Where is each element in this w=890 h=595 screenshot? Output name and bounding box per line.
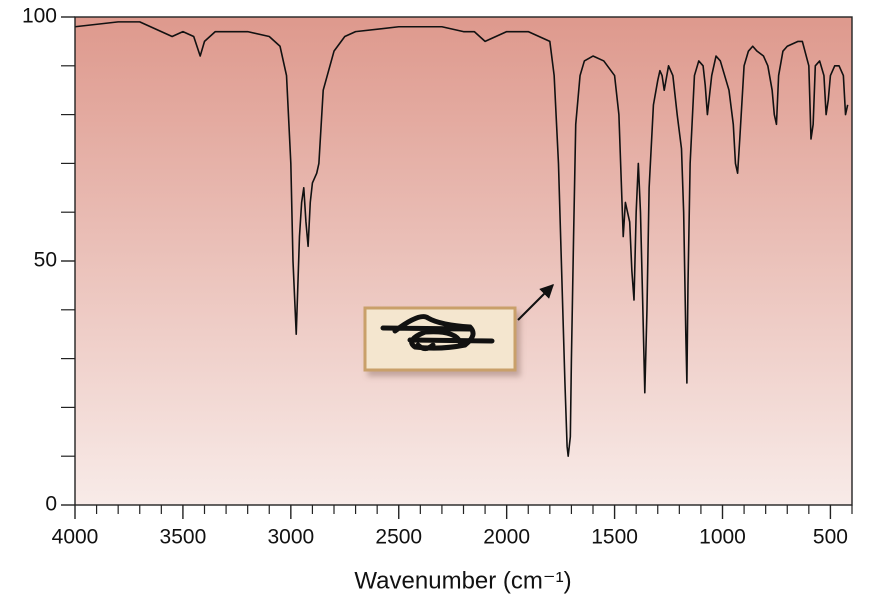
x-tick-label: 3500 [160, 526, 207, 549]
annotation-scribble [380, 314, 495, 351]
plot-background [75, 17, 852, 505]
x-axis-label: Wavenumber (cm⁻¹) [354, 567, 571, 594]
annotation [363, 284, 554, 372]
plot-frame [74, 16, 853, 506]
x-tick-label: 2500 [375, 526, 422, 549]
x-tick-label: 4000 [52, 526, 99, 549]
x-tick-label: 3000 [267, 526, 314, 549]
x-tick-label: 1000 [699, 526, 746, 549]
y-tick-label: 50 [34, 249, 57, 272]
x-tick-label: 500 [813, 526, 848, 549]
y-tick-label: 100 [22, 5, 57, 28]
x-tick-label: 1500 [591, 526, 638, 549]
spectrum-line [74, 21, 849, 457]
x-tick-label: 2000 [483, 526, 530, 549]
y-tick-label: 0 [45, 493, 57, 516]
annotation-arrow [517, 284, 554, 321]
